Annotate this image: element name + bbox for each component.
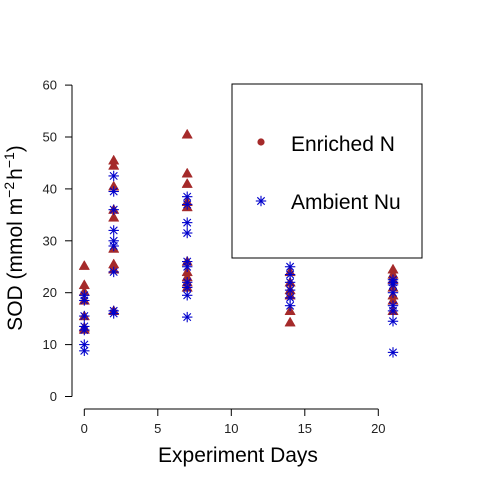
y-tick-label: 10 xyxy=(43,337,57,352)
y-axis-title-h: h xyxy=(4,168,27,180)
data-point-ambient xyxy=(182,217,193,228)
x-tick-label: 0 xyxy=(81,421,88,436)
series-ambient xyxy=(79,170,399,358)
x-tick-label: 10 xyxy=(224,421,238,436)
legend-label-ambient: Ambient Nu xyxy=(291,191,401,214)
data-point-ambient xyxy=(182,199,193,210)
y-tick-label: 30 xyxy=(43,233,57,248)
data-point-ambient xyxy=(79,295,90,306)
data-point-ambient xyxy=(108,170,119,182)
data-point-ambient xyxy=(108,225,119,236)
x-tick-label: 15 xyxy=(298,421,312,436)
x-tick-label: 20 xyxy=(371,421,385,436)
tick-labels: 0 10 20 30 40 50 60 0 5 10 15 20 xyxy=(43,78,386,436)
y-axis-title-close: ) xyxy=(4,145,27,152)
data-point-enriched xyxy=(181,128,193,139)
y-tick-label: 60 xyxy=(43,78,57,93)
y-axis-title: SOD (mmol m−2 h−1) xyxy=(1,145,27,331)
data-point-enriched xyxy=(78,260,90,270)
data-point-ambient xyxy=(387,287,399,298)
data-point-enriched xyxy=(284,316,296,327)
legend-label-enriched: Enriched N xyxy=(291,133,395,156)
data-point-enriched xyxy=(181,167,193,178)
data-point-ambient xyxy=(284,261,296,272)
data-point-ambient xyxy=(108,186,119,197)
y-tick-label: 50 xyxy=(43,130,57,145)
data-point-enriched xyxy=(181,178,193,188)
x-axis-title: Experiment Days xyxy=(158,444,318,467)
data-point-enriched xyxy=(108,211,120,222)
data-point-ambient xyxy=(108,240,119,252)
data-point-ambient xyxy=(79,324,90,336)
data-point-ambient xyxy=(387,305,399,317)
legend-box xyxy=(231,83,423,259)
x-tick-label: 5 xyxy=(154,421,161,436)
data-point-ambient xyxy=(108,266,119,278)
legend: Enriched N Ambient Nu xyxy=(231,83,423,259)
data-point-ambient xyxy=(284,292,296,304)
data-point-ambient xyxy=(182,227,193,239)
data-point-ambient xyxy=(108,308,119,319)
legend-asterisk-icon xyxy=(255,195,267,207)
data-point-ambient xyxy=(79,345,90,357)
data-point-ambient xyxy=(79,310,90,322)
y-tick-label: 0 xyxy=(50,389,57,404)
y-axis-title-h-exp: −1 xyxy=(1,152,17,168)
data-points xyxy=(78,128,399,358)
y-axis-title-m-exp: −2 xyxy=(1,182,17,198)
legend-circle-icon xyxy=(257,138,265,146)
y-axis-title-main: SOD (mmol m xyxy=(4,198,27,331)
data-point-ambient xyxy=(387,316,399,327)
legend-marker-ambient xyxy=(255,195,267,207)
data-point-ambient xyxy=(182,311,193,323)
data-point-enriched xyxy=(108,159,120,170)
data-point-ambient xyxy=(108,204,119,215)
y-tick-label: 20 xyxy=(43,285,57,300)
data-point-ambient xyxy=(284,300,296,311)
data-point-ambient xyxy=(182,290,193,301)
legend-marker-enriched xyxy=(257,138,265,146)
tick-marks xyxy=(65,84,379,416)
data-point-ambient xyxy=(387,347,399,358)
y-tick-label: 40 xyxy=(43,181,57,196)
data-point-ambient xyxy=(182,261,193,272)
